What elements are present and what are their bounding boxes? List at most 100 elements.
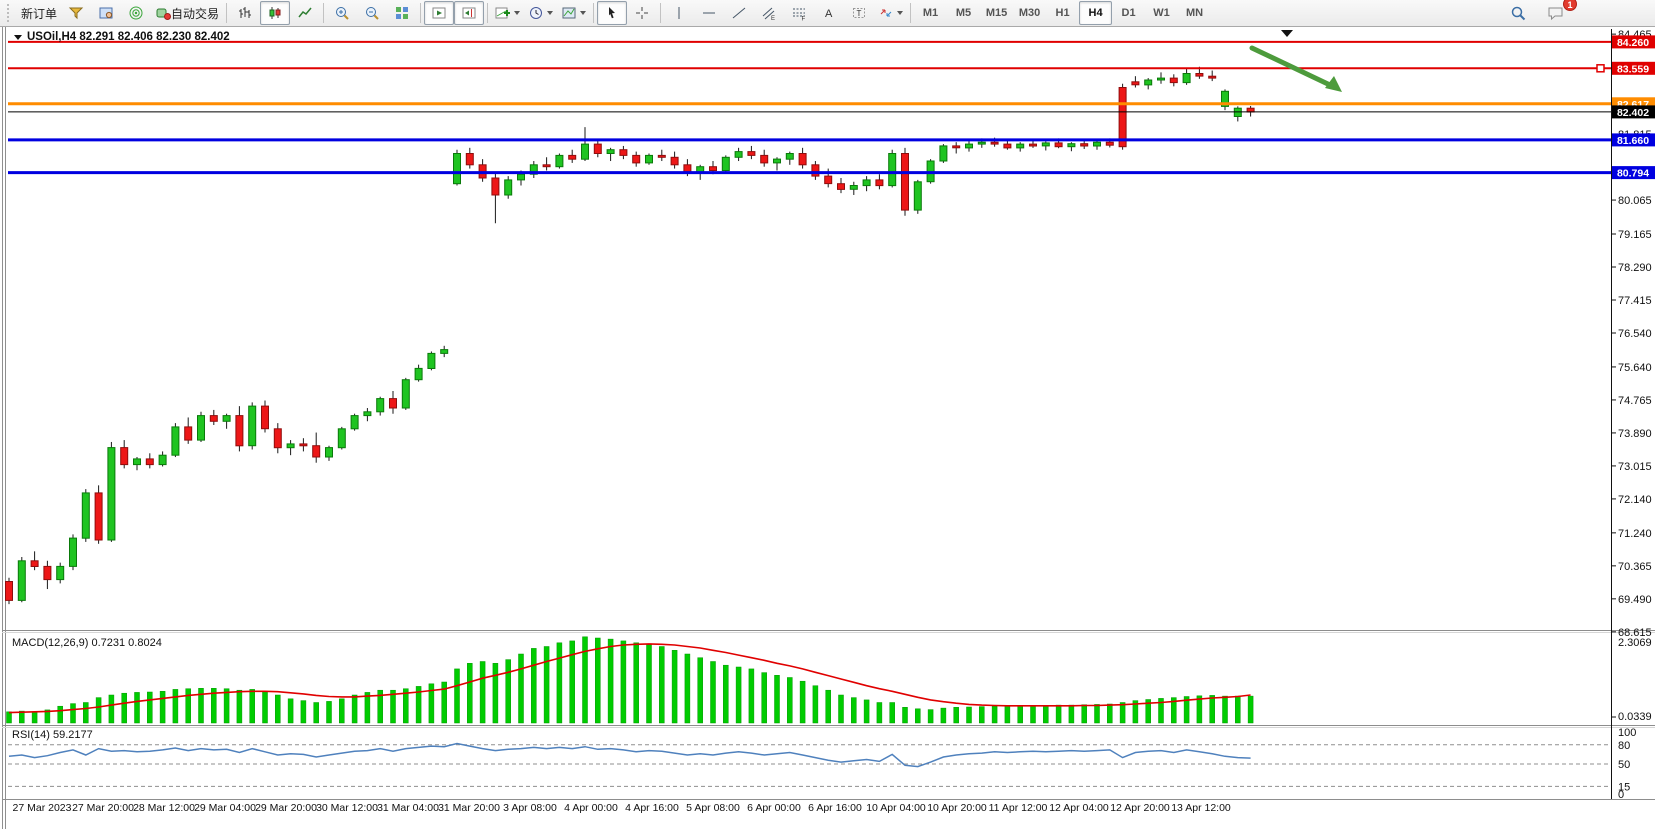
- equidistant-channel-button[interactable]: E: [754, 1, 784, 25]
- tile-windows-icon: [396, 7, 409, 19]
- svg-text:68.615: 68.615: [1618, 627, 1652, 639]
- svg-text:73.890: 73.890: [1618, 428, 1652, 440]
- zoom-in-button[interactable]: [327, 1, 357, 25]
- notifications-button[interactable]: 1: [1541, 0, 1577, 25]
- svg-text:71.240: 71.240: [1618, 528, 1652, 540]
- shapes-button[interactable]: [874, 1, 907, 25]
- svg-text:USOil,H4 82.291 82.406 82.230: USOil,H4 82.291 82.406 82.230 82.402: [27, 31, 230, 43]
- search-button[interactable]: [1503, 1, 1533, 25]
- svg-text:74.765: 74.765: [1618, 395, 1652, 407]
- timeframe-h4-button[interactable]: H4: [1079, 1, 1113, 25]
- svg-text:11 Apr 12:00: 11 Apr 12:00: [989, 802, 1048, 814]
- dropdown-caret-icon: [514, 11, 521, 15]
- svg-text:31 Mar 20:00: 31 Mar 20:00: [438, 802, 500, 814]
- candlestick-chart-button[interactable]: [260, 1, 291, 25]
- dropdown-caret-icon: [547, 11, 554, 15]
- text-icon: A: [825, 8, 833, 20]
- toolbar-grip: [7, 4, 14, 22]
- svg-text:83.559: 83.559: [1617, 63, 1649, 75]
- bar-position-marker: [1281, 30, 1293, 37]
- timeframe-w1-button[interactable]: W1: [1153, 7, 1170, 19]
- user-window-icon: [99, 7, 113, 19]
- svg-text:29 Mar 04:00: 29 Mar 04:00: [194, 802, 256, 814]
- svg-text:78.290: 78.290: [1618, 262, 1652, 274]
- toolbar-separator: [323, 3, 325, 23]
- main-macd-splitter[interactable]: [2, 630, 1655, 633]
- line-chart-icon: [298, 7, 312, 18]
- svg-text:MACD(12,26,9) 0.7231 0.8024: MACD(12,26,9) 0.7231 0.8024: [12, 637, 162, 649]
- periods-button[interactable]: [524, 1, 557, 25]
- svg-text:4 Apr 00:00: 4 Apr 00:00: [564, 802, 618, 814]
- autotrading-button[interactable]: 自动交易: [151, 1, 223, 25]
- svg-text:A: A: [825, 8, 833, 20]
- vertical-line-button[interactable]: [664, 1, 694, 25]
- svg-text:F: F: [802, 17, 806, 22]
- bar-chart-button[interactable]: [230, 1, 260, 25]
- svg-text:72.140: 72.140: [1618, 494, 1652, 506]
- timeframe-m30-button[interactable]: M30: [1018, 7, 1041, 19]
- auto-scroll-button[interactable]: [424, 1, 455, 25]
- search-icon: [1511, 6, 1525, 20]
- text-label-icon: T: [853, 8, 866, 18]
- auto-scroll-icon: [432, 7, 446, 19]
- svg-text:13 Apr 12:00: 13 Apr 12:00: [1171, 802, 1231, 814]
- svg-text:30 Mar 12:00: 30 Mar 12:00: [316, 802, 378, 814]
- funnel-icon-button[interactable]: [61, 1, 91, 25]
- macd-rsi-splitter[interactable]: [2, 725, 1655, 728]
- svg-text:0: 0: [1618, 789, 1624, 801]
- candlestick-icon: [269, 7, 281, 19]
- svg-text:10 Apr 04:00: 10 Apr 04:00: [866, 802, 926, 814]
- funnel-icon: [68, 7, 84, 20]
- chart-window[interactable]: USOil,H4 82.291 82.406 82.230 82.402 84.4…: [0, 27, 1655, 829]
- line-chart-button[interactable]: [290, 1, 320, 25]
- svg-text:50: 50: [1618, 759, 1630, 771]
- timeframe-m1-button[interactable]: M1: [922, 7, 939, 19]
- chart-shift-button[interactable]: [454, 1, 485, 25]
- chart-canvas[interactable]: USOil,H4 82.291 82.406 82.230 82.402 84.4…: [0, 27, 1655, 829]
- zoom-out-button[interactable]: [357, 1, 387, 25]
- svg-text:76.540: 76.540: [1618, 328, 1652, 340]
- green-arrow-annotation[interactable]: [1249, 45, 1342, 92]
- macd-signal-line: [8, 643, 1251, 714]
- autotrading-icon: [156, 8, 172, 20]
- template-icon: [562, 7, 576, 19]
- crosshair-button[interactable]: [627, 1, 657, 25]
- new-order-button[interactable]: 新订单: [21, 6, 58, 21]
- templates-button[interactable]: [557, 1, 590, 25]
- trendline-button[interactable]: [724, 1, 754, 25]
- timeframe-m15-button[interactable]: M15: [985, 7, 1008, 19]
- timeframe-m5-button[interactable]: M5: [955, 7, 972, 19]
- timeframe-mn-button[interactable]: MN: [1185, 7, 1204, 19]
- indicators-button[interactable]: [491, 1, 524, 25]
- time-axis[interactable]: 27 Mar 2023 27 Mar 20:00 28 Mar 12:00 29 Ma…: [13, 802, 1231, 814]
- signals-button[interactable]: [121, 1, 151, 25]
- svg-text:79.165: 79.165: [1618, 229, 1652, 241]
- level-handle[interactable]: [1596, 64, 1605, 73]
- horizontal-line-button[interactable]: [694, 1, 724, 25]
- toolbar-separator: [660, 3, 662, 23]
- svg-text:77.415: 77.415: [1618, 295, 1652, 307]
- svg-text:2.3069: 2.3069: [1618, 637, 1652, 649]
- terminal-button[interactable]: [91, 1, 121, 25]
- cursor-button[interactable]: [597, 1, 628, 25]
- window-left-border: [2, 27, 6, 829]
- notification-badge: 1: [1563, 0, 1577, 11]
- fibonacci-button[interactable]: F: [784, 1, 814, 25]
- crosshair-icon: [636, 7, 649, 19]
- svg-text:82.402: 82.402: [1617, 107, 1649, 119]
- svg-text:73.015: 73.015: [1618, 461, 1652, 473]
- svg-text:75.640: 75.640: [1618, 362, 1652, 374]
- text-button[interactable]: A: [814, 1, 844, 25]
- svg-text:80: 80: [1618, 740, 1630, 752]
- timeframe-h1-button[interactable]: H1: [1055, 7, 1070, 19]
- price-axis[interactable]: 84.46581.81580.06579.16578.29077.41576.5…: [1611, 29, 1652, 799]
- svg-text:E: E: [771, 16, 775, 21]
- toolbar-separator: [910, 3, 912, 23]
- toolbar-separator: [487, 3, 489, 23]
- timeframe-d1-button[interactable]: D1: [1121, 7, 1136, 19]
- text-label-button[interactable]: T: [844, 1, 874, 25]
- tile-windows-button[interactable]: [387, 1, 417, 25]
- svg-text:27 Mar 2023: 27 Mar 2023: [13, 802, 72, 814]
